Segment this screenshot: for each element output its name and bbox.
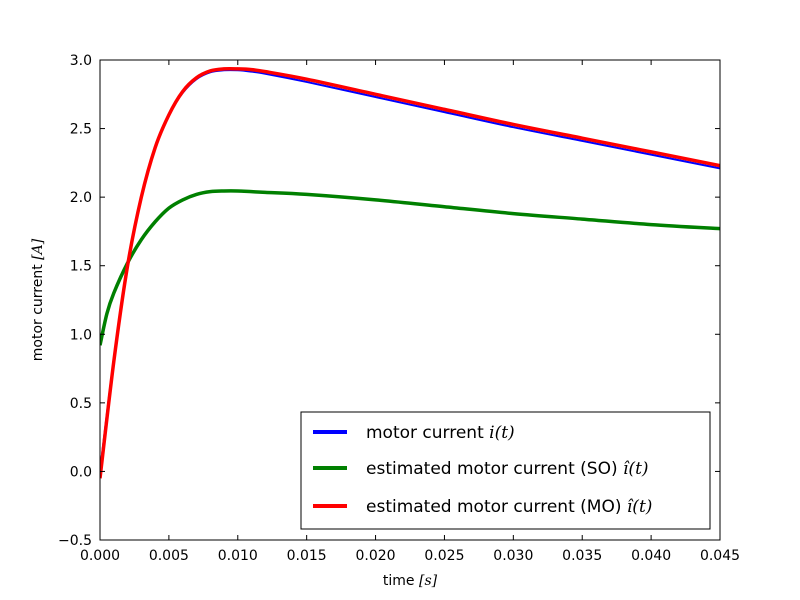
x-tick-label: 0.030: [493, 548, 533, 564]
y-tick-label: 0.5: [70, 396, 92, 412]
x-tick-label: 0.015: [287, 548, 327, 564]
y-tick-label: 1.5: [70, 259, 92, 275]
x-axis-label: time [s]: [383, 573, 438, 589]
x-tick-label: 0.045: [700, 548, 740, 564]
legend-label: motor current i(t): [366, 423, 515, 443]
ticks-layer: 0.000 0.005 0.010 0.015 0.020 0.025 0.030 0.035…: [58, 53, 740, 564]
legend: motor current i(t) estimated motor curren…: [300, 411, 711, 530]
x-tick-label: 0.000: [80, 548, 120, 564]
y-tick-label: 2.5: [70, 122, 92, 138]
x-tick-label: 0.005: [149, 548, 189, 564]
y-tick-label: 2.0: [70, 190, 92, 206]
legend-label: estimated motor current (MO) î(t): [366, 497, 652, 517]
x-tick-label: 0.035: [562, 548, 602, 564]
legend-label: estimated motor current (SO) î(t): [366, 459, 649, 479]
y-tick-label: −0.5: [58, 533, 92, 549]
legend-box: [300, 411, 711, 530]
legend-entry-estimated-mo: estimated motor current (MO) î(t): [313, 497, 652, 517]
series-line-estimated-so: [100, 189, 720, 346]
legend-entry-estimated-so: estimated motor current (SO) î(t): [313, 459, 649, 479]
y-tick-label: 3.0: [70, 53, 92, 69]
y-tick-label: 1.0: [70, 327, 92, 343]
labels-layer: time [s] motor current [A]: [30, 238, 438, 589]
x-tick-label: 0.025: [424, 548, 464, 564]
y-axis-label: motor current [A]: [30, 238, 46, 361]
x-tick-label: 0.040: [631, 548, 671, 564]
series-layer: [100, 66, 720, 479]
axes-frame: [99, 59, 721, 541]
x-tick-label: 0.010: [218, 548, 258, 564]
legend-entry-motor-current: motor current i(t): [313, 423, 515, 443]
series-line-estimated-mo: [100, 66, 720, 479]
y-tick-label: 0.0: [70, 464, 92, 480]
x-tick-label: 0.020: [356, 548, 396, 564]
